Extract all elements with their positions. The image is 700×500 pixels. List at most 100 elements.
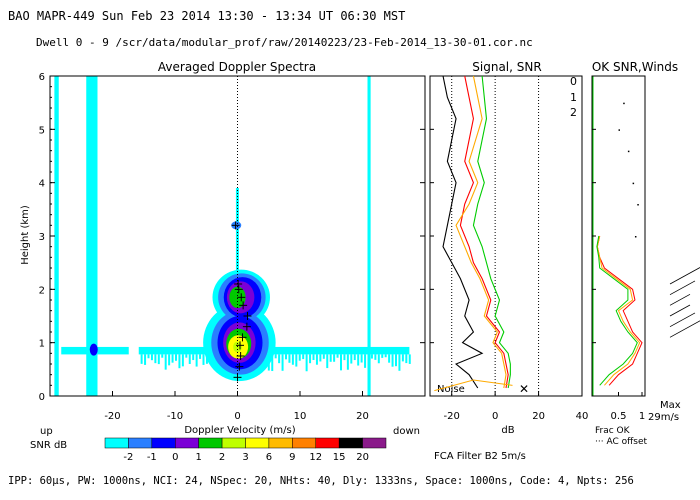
winds-axes: 0.5 1 (591, 75, 646, 422)
winds-title: OK SNR,Winds (592, 60, 678, 74)
noise-fringe (312, 354, 315, 361)
doppler-axes: 0 1 2 3 4 5 6 -20 -10 0 10 20 (39, 72, 426, 422)
clutter-stripe-2 (367, 76, 371, 396)
colorbar-swatch (268, 437, 293, 449)
winds-xtick-label: 1 (639, 411, 645, 422)
noise-fringe (395, 354, 397, 367)
noise-fringe (164, 354, 167, 370)
colorbar-tick-label: 20 (356, 452, 369, 463)
doppler-heatmap (54, 76, 411, 396)
colorbar-swatch (315, 437, 340, 449)
max-speed-label: 29m/s (648, 412, 679, 423)
signal-line-1 (455, 75, 507, 389)
noise-fringe (168, 354, 171, 366)
colorbar-swatch (151, 437, 176, 449)
signal-line-0 (459, 75, 509, 389)
doppler-ytick-label: 5 (39, 125, 45, 136)
noise-fringe (401, 354, 404, 362)
winds-panel: OK SNR,Winds Frac OK ··· AC offset Max 2… (591, 60, 700, 447)
frac-ok-line-1 (596, 235, 641, 386)
colorbar-tick-label: 12 (309, 452, 322, 463)
frac-ok-dot (623, 102, 625, 105)
colorbar-swatch (104, 437, 129, 449)
peak-marker (234, 285, 243, 294)
noise-x-marker: ✕ (519, 382, 529, 396)
colorbar-tick-label: 3 (242, 452, 248, 463)
noise-fringe (302, 354, 305, 360)
signal-frame (429, 75, 583, 397)
noise-fringe (161, 354, 164, 358)
signal-xtick-label: 20 (532, 411, 545, 422)
noise-fringe (291, 354, 294, 365)
series-label-1: 1 (570, 91, 577, 104)
noise-fringe (322, 354, 325, 359)
footer-params: IPP: 60μs, PW: 1000ns, NCI: 24, NSpec: 2… (8, 475, 634, 487)
noise-fringe (357, 354, 360, 366)
doppler-title: Averaged Doppler Spectra (158, 60, 316, 74)
noise-fringe (298, 354, 301, 361)
signal-line-signal (442, 75, 484, 389)
noise-fringe (350, 354, 353, 364)
peak-marker (236, 352, 245, 360)
series-label-2: 2 (570, 106, 577, 119)
noise-fringe (195, 354, 198, 367)
noise-fringe (150, 354, 153, 361)
frac-ok-dot (618, 129, 620, 131)
colorbar-swatch (128, 437, 153, 449)
colorbar-swatch (362, 437, 387, 449)
peak-marker (239, 301, 248, 310)
colorbar-tick-label: 0 (172, 452, 178, 463)
wind-barb-0 (669, 267, 700, 285)
doppler-xlabel: Doppler Velocity (m/s) (184, 425, 295, 436)
noise-fringe (343, 354, 346, 361)
noise-fringe (271, 354, 274, 372)
noise-fringe (274, 354, 277, 359)
signal-xlabel: dB (501, 425, 514, 436)
colorbar-tick-label: 2 (219, 452, 225, 463)
colorbar-swatch (245, 437, 270, 449)
noise-fringe (377, 354, 380, 364)
noise-fringe (336, 354, 339, 358)
colorbar-tick-label: -1 (147, 452, 157, 463)
wind-barbs (669, 267, 700, 338)
doppler-ytick-label: 2 (39, 285, 45, 296)
noise-fringe (154, 354, 157, 364)
noise-fringe (178, 354, 181, 369)
noise-fringe (171, 354, 174, 363)
series-label-0: 0 (570, 75, 577, 88)
doppler-ytick-label: 6 (39, 72, 45, 83)
doppler-peak-markers (231, 221, 252, 382)
noise-fringe (199, 354, 202, 359)
doppler-ytick-label: 1 (39, 339, 45, 350)
doppler-xtick-label: 20 (356, 411, 369, 422)
signal-series-lines: ✕ (434, 75, 529, 396)
noise-fringe (408, 354, 411, 364)
frac-ok-line-2 (596, 235, 638, 386)
peak-marker (243, 312, 252, 320)
noise-fringe (309, 354, 312, 364)
frac-ok-line-0 (596, 235, 643, 386)
down-label: down (393, 426, 420, 437)
doppler-ytick-label: 3 (39, 232, 45, 243)
noise-fringe (326, 354, 329, 369)
peak-marker (235, 362, 244, 371)
frac-ok-lines (596, 102, 643, 386)
noise-fringe (281, 354, 284, 371)
ac-offset-label: ··· AC offset (595, 437, 648, 447)
frac-ok-dot (627, 150, 630, 153)
colorbar-swatch (175, 437, 199, 449)
signal-xtick-label: -20 (444, 411, 460, 422)
signal-axes: -20 0 20 40 (429, 75, 588, 422)
doppler-xtick-label: 0 (234, 411, 240, 422)
colorbar-tick-label: -2 (123, 452, 133, 463)
noise-fringe (157, 354, 160, 365)
noise-fringe (315, 354, 318, 365)
wind-barb-5 (669, 320, 700, 338)
noise-fringe (319, 354, 322, 362)
up-label: up (40, 426, 53, 437)
noise-fringe (285, 354, 287, 360)
max-label: Max (660, 400, 681, 411)
noise-fringe (391, 354, 394, 367)
peak-marker (237, 293, 246, 302)
